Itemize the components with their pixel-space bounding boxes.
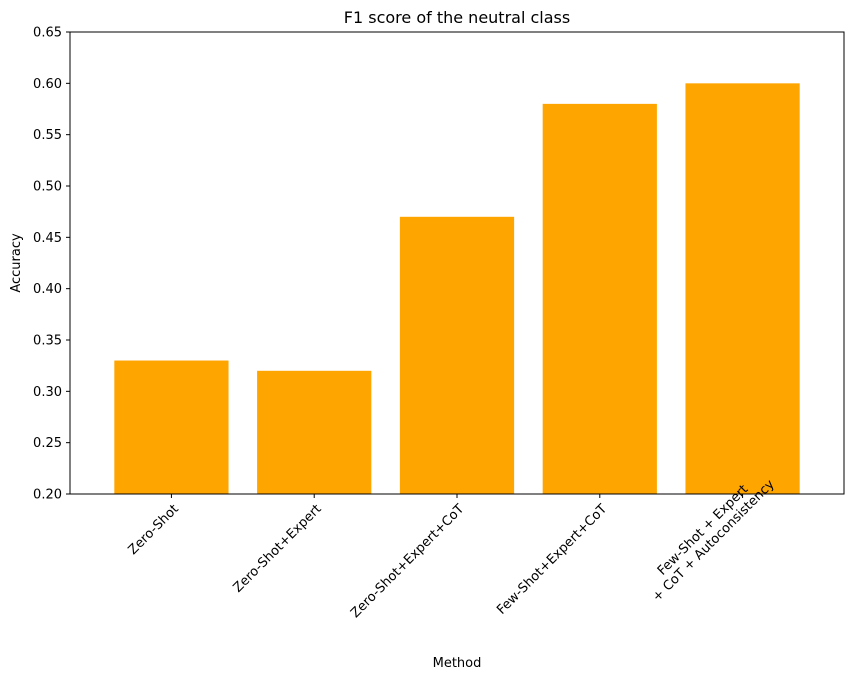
chart-title: F1 score of the neutral class [344, 8, 570, 27]
bar-1 [114, 360, 229, 494]
bar-5 [685, 83, 800, 494]
bars-group [114, 83, 800, 495]
bar-2 [257, 370, 372, 494]
y-tick-label: 0.50 [33, 180, 62, 195]
y-tick-label: 0.65 [33, 26, 62, 41]
y-axis-label: Accuracy [9, 233, 24, 293]
y-tick-label: 0.35 [33, 334, 62, 349]
y-tick-label: 0.40 [33, 282, 62, 297]
plot-frame [69, 31, 845, 495]
y-tick-label: 0.25 [33, 436, 62, 451]
bar-3 [399, 216, 515, 495]
x-axis-label: Method [433, 656, 482, 671]
bar-4 [542, 103, 657, 494]
y-axis: 0.20 0.25 0.30 0.35 0.40 0.45 0.50 0.55 0.60 0.65 [33, 26, 70, 503]
y-tick-label: 0.45 [33, 231, 62, 246]
y-tick-label: 0.20 [33, 488, 62, 503]
y-tick-label: 0.60 [33, 77, 62, 92]
y-tick-label: 0.30 [33, 385, 62, 400]
y-tick-label: 0.55 [33, 128, 62, 143]
